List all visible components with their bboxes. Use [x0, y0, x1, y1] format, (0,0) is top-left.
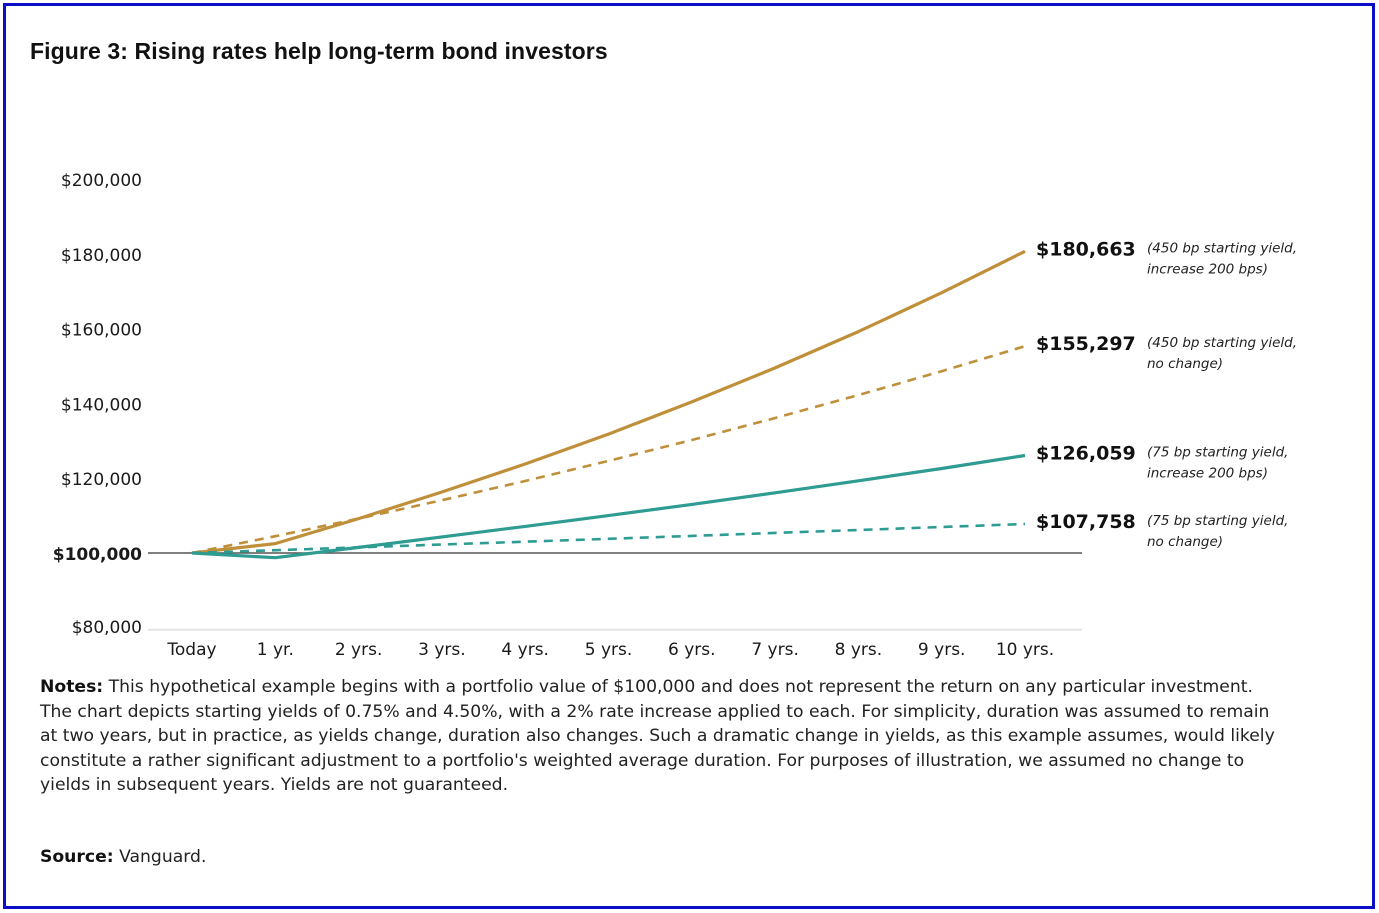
figure-title: Figure 3: Rising rates help long-term bo…: [30, 38, 608, 64]
source-line: Source: Vanguard.: [40, 847, 206, 867]
x-tick-label: 1 yr.: [257, 640, 294, 660]
y-tick-label: $140,000: [61, 395, 142, 415]
end-value-label: $107,758: [1036, 511, 1136, 533]
end-note-line-1: (450 bp starting yield,: [1147, 240, 1297, 256]
series-line-1: [191, 249, 1026, 555]
series-lines: [191, 249, 1026, 560]
source-label: Source:: [40, 847, 114, 867]
x-tick-label: 7 yrs.: [751, 640, 799, 660]
series-line-2: [191, 344, 1026, 555]
notes-text: This hypothetical example begins with a …: [40, 677, 1275, 796]
notes-paragraph: Notes: This hypothetical example begins …: [40, 675, 1290, 798]
y-tick-label: $100,000: [53, 545, 142, 565]
end-note-line-1: (75 bp starting yield,: [1147, 513, 1288, 529]
y-tick-label: $160,000: [61, 321, 142, 341]
x-tick-label: 9 yrs.: [918, 640, 966, 660]
series-line-4: [191, 522, 1026, 555]
end-note-line-2: increase 200 bps): [1147, 261, 1268, 277]
x-tick-label: Today: [166, 640, 216, 660]
end-note-line-2: no change): [1147, 534, 1223, 550]
source-text: Vanguard.: [113, 847, 207, 867]
y-tick-label: $200,000: [61, 171, 142, 191]
end-value-label: $155,297: [1036, 333, 1136, 355]
notes-label: Notes:: [40, 677, 104, 697]
figure-frame: [3, 3, 1375, 909]
end-note-line-2: no change): [1147, 356, 1223, 372]
x-tick-label: 3 yrs.: [418, 640, 466, 660]
x-tick-label: 2 yrs.: [335, 640, 383, 660]
y-tick-label: $80,000: [72, 618, 142, 638]
x-axis-ticks: Today 1 yr. 2 yrs. 3 yrs. 4 yrs. 5 yrs. 6 yrs.…: [166, 640, 1054, 660]
end-value-label: $180,663: [1036, 238, 1136, 260]
end-note-line-1: (450 bp starting yield,: [1147, 335, 1297, 351]
x-tick-label: 10 yrs.: [996, 640, 1054, 660]
x-tick-label: 8 yrs.: [835, 640, 883, 660]
end-labels: $180,663 (450 bp starting yield, increase …: [1036, 238, 1297, 550]
x-tick-label: 6 yrs.: [668, 640, 716, 660]
end-note-line-1: (75 bp starting yield,: [1147, 445, 1288, 461]
gridlines: [148, 552, 1082, 631]
series-line-3: [191, 453, 1026, 560]
x-tick-label: 4 yrs.: [501, 640, 549, 660]
x-tick-label: 5 yrs.: [585, 640, 633, 660]
end-note-line-2: increase 200 bps): [1147, 466, 1268, 482]
end-value-label: $126,059: [1036, 443, 1136, 465]
y-tick-label: $180,000: [61, 246, 142, 266]
y-tick-label: $120,000: [61, 470, 142, 490]
y-axis-ticks: $80,000 $100,000 $120,000 $140,000 $160,000 $…: [53, 171, 142, 638]
